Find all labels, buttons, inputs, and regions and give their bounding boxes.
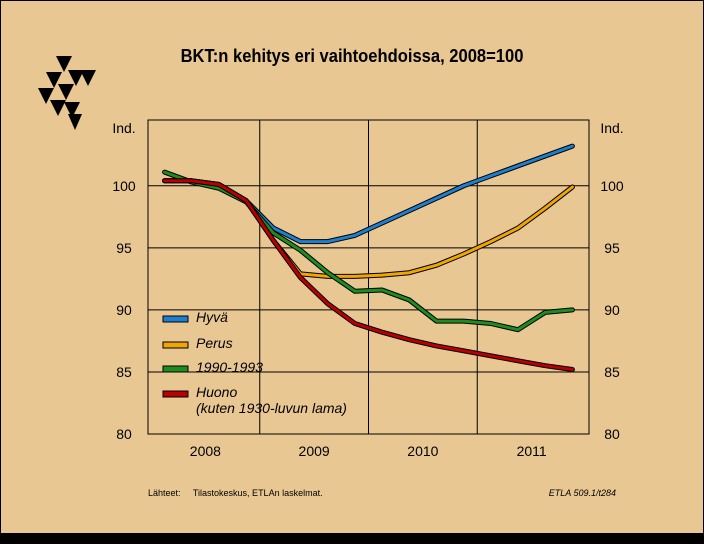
y-tick-label-right: 100 xyxy=(600,178,624,194)
y-tick-label-right: 90 xyxy=(604,302,620,318)
source-note: Lähteet: Tilastokeskus, ETLAn laskelmat. xyxy=(148,488,323,498)
series-group xyxy=(162,143,575,372)
series-line xyxy=(163,179,574,371)
x-tick-label: 2010 xyxy=(407,443,438,459)
y-axis-left: 80 85 90 95 100 xyxy=(112,178,136,442)
y-axis-right: 80 85 90 95 100 xyxy=(600,178,624,442)
chart-code: ETLA 509.1/t284 xyxy=(548,488,616,498)
x-tick-label: 2008 xyxy=(190,443,221,459)
etla-logo xyxy=(38,56,96,130)
x-axis: 2008 2009 2010 2011 xyxy=(190,443,547,459)
x-tick-label: 2011 xyxy=(517,443,547,459)
y-axis-label-right: Ind. xyxy=(600,120,623,136)
legend-swatch xyxy=(162,365,189,373)
y-tick-label-left: 80 xyxy=(116,426,132,442)
y-tick-label-left: 100 xyxy=(112,178,136,194)
source-label: Lähteet: xyxy=(148,488,181,498)
y-tick-label-left: 90 xyxy=(116,302,132,318)
legend: Hyvä Perus 1990-1993 Huono(kuten 1930-luvun… xyxy=(162,309,347,416)
legend-label: Perus xyxy=(196,335,233,351)
y-tick-label-right: 85 xyxy=(604,364,620,380)
legend-label: Hyvä xyxy=(196,309,228,325)
y-tick-label-right: 95 xyxy=(604,240,620,256)
chart-title: BKT:n kehitys eri vaihtoehdoissa, 2008=1… xyxy=(180,46,524,66)
legend-label: Huono xyxy=(196,384,237,400)
y-tick-label-left: 85 xyxy=(116,364,132,380)
y-tick-label-right: 80 xyxy=(604,426,620,442)
x-tick-label: 2009 xyxy=(299,443,330,459)
source-text: Tilastokeskus, ETLAn laskelmat. xyxy=(192,488,323,498)
legend-swatch xyxy=(162,341,189,349)
y-axis-label-left: Ind. xyxy=(112,120,135,136)
legend-label-line2: (kuten 1930-luvun lama) xyxy=(196,400,347,416)
legend-swatch xyxy=(162,315,189,323)
legend-label: 1990-1993 xyxy=(196,359,263,375)
y-tick-label-left: 95 xyxy=(116,240,132,256)
legend-swatch xyxy=(162,390,189,398)
